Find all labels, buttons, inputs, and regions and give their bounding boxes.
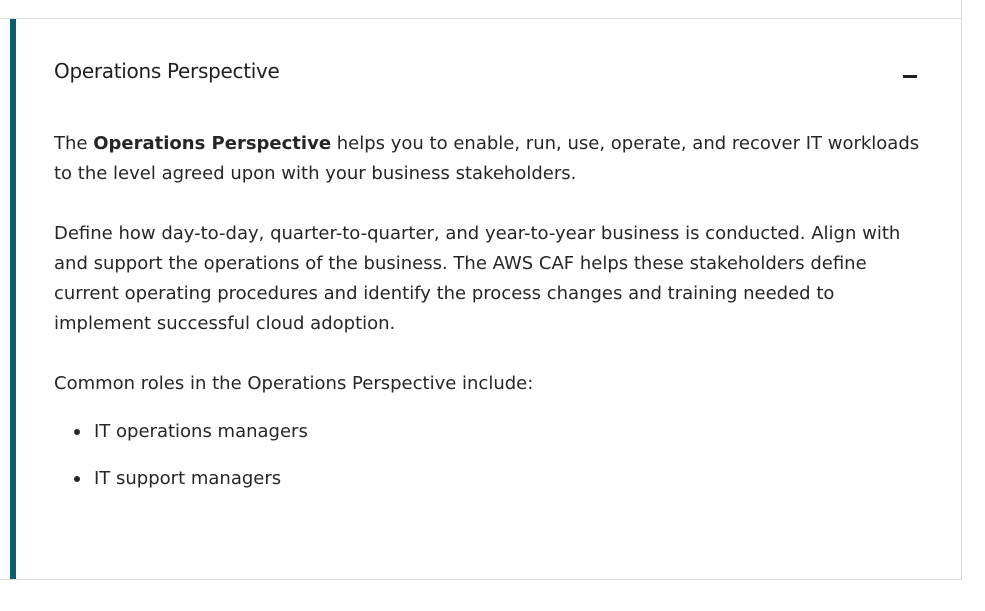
collapse-button[interactable] <box>899 65 921 87</box>
intro-prefix: The <box>54 133 94 154</box>
list-item: IT support managers <box>54 464 934 511</box>
list-item: IT operations managers <box>54 417 934 464</box>
minus-icon <box>903 75 917 78</box>
role-label: IT operations managers <box>94 421 308 442</box>
intro-bold-term: Operations Perspective <box>93 133 332 154</box>
accordion-title: Operations Perspective <box>54 59 280 83</box>
top-divider <box>0 18 961 19</box>
bullet-icon <box>74 429 80 435</box>
intro-suffix: helps you to enable, run, use, operate, … <box>54 133 920 184</box>
bullet-icon <box>74 476 80 482</box>
intro-paragraph: The Operations Perspective helps you to … <box>54 129 934 189</box>
roles-list: IT operations managers IT support manage… <box>54 417 934 511</box>
roles-intro: Common roles in the Operations Perspecti… <box>54 373 534 394</box>
accordion-body: The Operations Perspective helps you to … <box>54 129 934 511</box>
accordion-header[interactable]: Operations Perspective <box>54 57 923 91</box>
content-frame <box>0 0 962 580</box>
definition-paragraph: Define how day-to-day, quarter-to-quarte… <box>54 223 901 334</box>
accordion-operations-perspective: Operations Perspective The Operations Pe… <box>10 19 961 579</box>
role-label: IT support managers <box>94 468 282 489</box>
